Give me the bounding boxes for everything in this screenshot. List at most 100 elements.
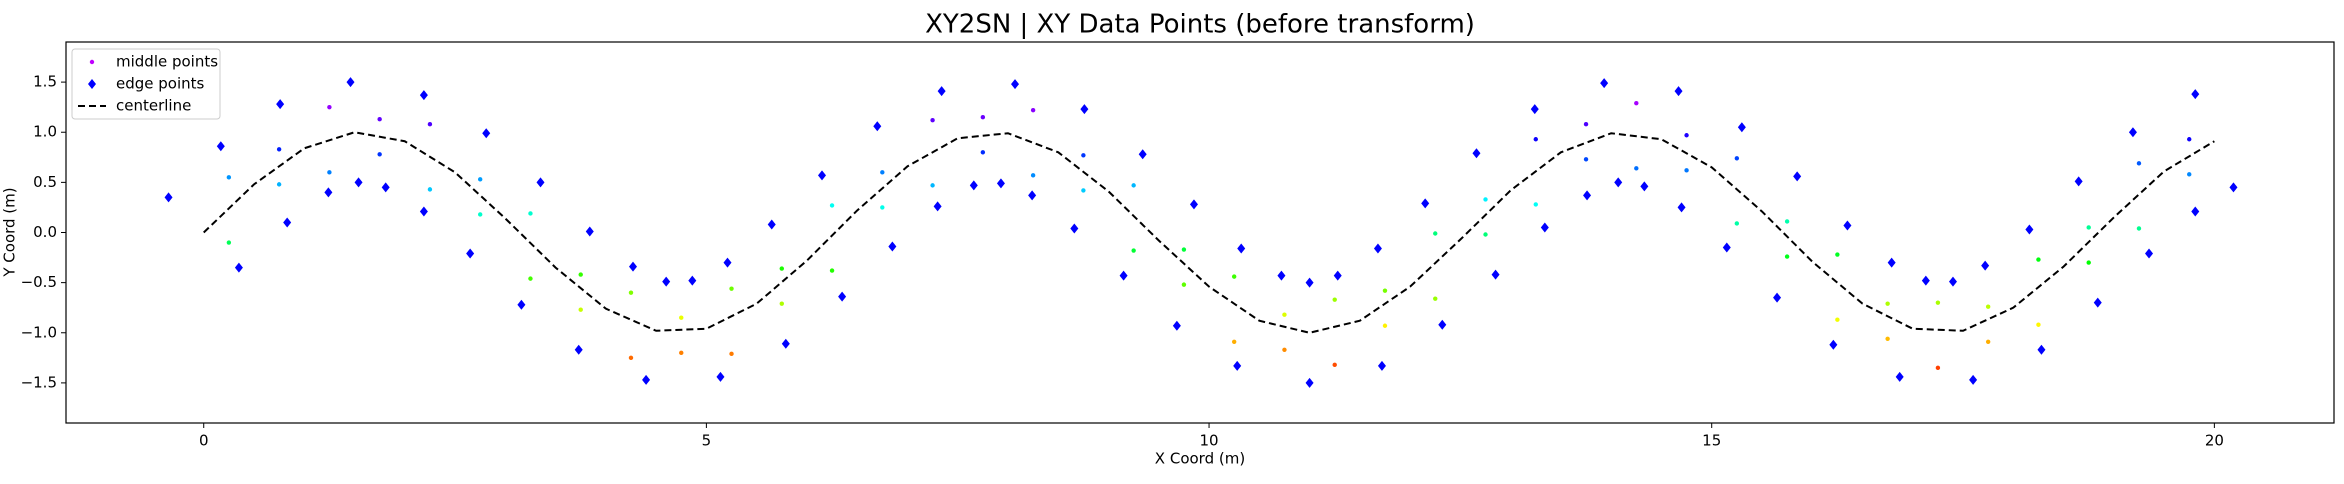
edge-point: [723, 257, 732, 268]
edge-point: [536, 177, 545, 188]
middle-point: [1684, 133, 1689, 138]
middle-point: [1784, 254, 1790, 259]
y-tick-label: −0.5: [21, 273, 57, 291]
edge-point: [1305, 377, 1314, 388]
edge-point: [1237, 243, 1246, 254]
edge-point: [969, 180, 978, 191]
middle-point: [1382, 288, 1388, 293]
edge-point: [767, 219, 776, 230]
edge-point: [216, 141, 225, 152]
edge-point: [1138, 149, 1147, 160]
edge-point: [629, 261, 637, 272]
middle-point: [679, 315, 684, 320]
middle-point: [980, 114, 986, 120]
edge-point: [1722, 242, 1731, 253]
middle-point: [377, 117, 382, 122]
middle-point: [226, 240, 232, 245]
edge-point: [2074, 176, 2083, 187]
middle-point: [477, 212, 483, 217]
edge-point: [888, 241, 897, 252]
middle-point: [276, 147, 282, 152]
edge-point: [1969, 374, 1978, 385]
middle-point: [477, 177, 483, 182]
edge-point: [164, 192, 173, 203]
middle-point: [880, 170, 885, 175]
middle-point: [327, 104, 332, 110]
middle-point: [1835, 252, 1840, 257]
middle-point: [779, 266, 784, 271]
edge-point: [2128, 127, 2137, 138]
middle-point: [1634, 166, 1639, 171]
middle-point: [1231, 339, 1237, 344]
y-tick-label: 1.0: [33, 123, 57, 141]
edge-point: [1948, 276, 1957, 287]
x-tick-label: 0: [199, 432, 209, 450]
middle-point: [427, 122, 433, 127]
middle-point: [427, 187, 433, 192]
middle-point: [1835, 317, 1840, 322]
edge-point: [1011, 79, 1020, 90]
middle-point: [1985, 339, 1991, 344]
edge-point: [1829, 339, 1838, 350]
middle-point: [1030, 107, 1036, 113]
middle-point: [1483, 232, 1488, 237]
middle-point: [1985, 304, 1991, 309]
middle-point: [1282, 312, 1287, 317]
middle-point: [628, 290, 634, 295]
edge-point: [574, 344, 583, 355]
middle-point: [226, 175, 232, 180]
middle-point: [1684, 168, 1689, 173]
middle-point: [1081, 188, 1086, 193]
edge-point: [1377, 360, 1386, 371]
edge-point: [1333, 270, 1342, 281]
middle-point: [1332, 362, 1337, 368]
centerline: [203, 131, 2215, 334]
middle-point: [729, 351, 734, 357]
middle-point: [1784, 219, 1790, 224]
edge-point: [873, 121, 882, 132]
middle-point: [1433, 231, 1438, 236]
middle-point: [930, 183, 935, 188]
edge-point: [1981, 260, 1990, 271]
middle-point: [528, 211, 533, 216]
edge-point: [2191, 89, 2200, 100]
edge-point: [781, 338, 790, 349]
edge-point: [2191, 206, 2200, 217]
middle-point: [276, 182, 282, 187]
middle-point: [1081, 153, 1086, 158]
middle-point: [1231, 274, 1237, 279]
chart-title: XY2SN | XY Data Points (before transform…: [925, 10, 1475, 40]
middle-point: [880, 205, 885, 210]
middle-point: [1634, 100, 1639, 106]
plot-frame: [65, 41, 2335, 424]
y-tick-label: 0.0: [33, 223, 57, 241]
edge-point: [1472, 148, 1481, 159]
middle-point: [1583, 122, 1589, 127]
edge-point: [283, 217, 292, 228]
middle-point: [1131, 183, 1136, 188]
edge-point: [1600, 78, 1609, 89]
x-tick-label: 5: [702, 432, 712, 450]
x-axis-label: X Coord (m): [1155, 450, 1245, 468]
middle-point: [1935, 300, 1941, 305]
edge-point: [2229, 182, 2238, 193]
edge-point: [1028, 190, 1037, 201]
middle-point: [2036, 257, 2041, 262]
edge-point: [1438, 319, 1447, 330]
middle-point: [1734, 221, 1740, 226]
middle-point: [1433, 296, 1438, 301]
legend-label: centerline: [116, 97, 191, 115]
middle-point: [1332, 297, 1337, 302]
legend-label: edge points: [116, 75, 205, 93]
edge-point: [838, 291, 847, 302]
x-tick-label: 10: [1200, 432, 1219, 450]
edge-point: [1080, 104, 1089, 115]
middle-point: [377, 152, 382, 157]
edge-point: [2037, 344, 2046, 355]
middle-point: [829, 203, 835, 208]
edge-point: [234, 262, 243, 273]
middle-point: [829, 268, 835, 273]
middle-point: [1181, 282, 1187, 287]
edge-point: [1491, 269, 1500, 280]
edge-point: [276, 99, 285, 110]
